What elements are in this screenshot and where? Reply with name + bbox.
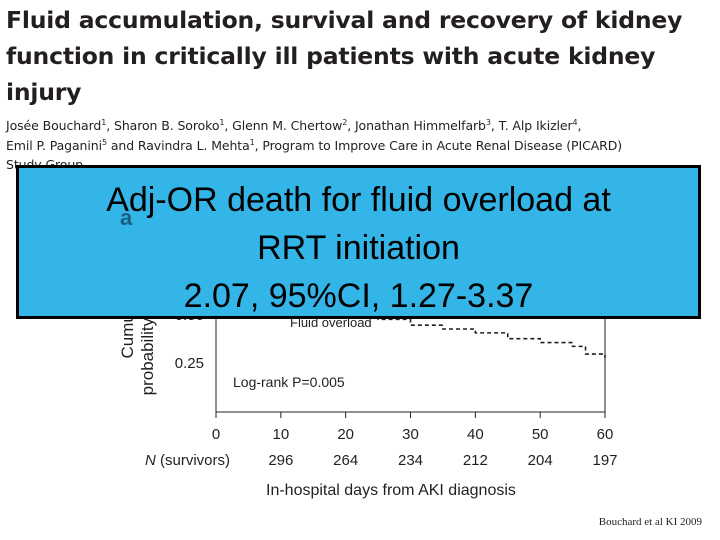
x-tick-label: 0 (211, 426, 221, 443)
callout-line-3: 2.07, 95%CI, 1.27-3.37 (183, 277, 534, 315)
citation: Bouchard et al KI 2009 (598, 516, 702, 528)
callout-line-1: Adj-OR death for fluid overload at (106, 181, 611, 219)
x-tick-label: 20 (337, 426, 354, 443)
y-tick-label: 0.25 (174, 354, 204, 372)
n-at-risk-value: 204 (527, 452, 553, 469)
log-rank-annotation: Log-rank P=0.005 (233, 374, 345, 390)
x-axis-label: In-hospital days from AKI diagnosis (266, 482, 516, 499)
panel-label: a (120, 205, 133, 230)
x-tick-label: 40 (466, 426, 484, 443)
n-at-risk-value: 197 (592, 452, 618, 469)
n-at-risk-value: 234 (397, 452, 424, 469)
x-tick-label: 10 (272, 426, 290, 443)
author-line-1: Josée Bouchard1, Sharon B. Soroko1, Glen… (6, 117, 582, 133)
n-at-risk-value: 296 (268, 452, 294, 469)
n-at-risk-label: N (survivors) (145, 452, 231, 469)
author-line-2: Emil P. Paganini5 and Ravindra L. Mehta1… (6, 137, 623, 153)
x-tick-label: 60 (596, 426, 614, 443)
finding-callout: Adj-OR death for fluid overload at RRT i… (16, 165, 701, 319)
paper-title: Fluid accumulation, survival and recover… (6, 6, 683, 106)
n-at-risk-value: 212 (462, 452, 488, 469)
x-tick-label: 30 (402, 426, 419, 443)
x-tick-label: 50 (531, 426, 549, 443)
n-at-risk-value: 264 (333, 452, 359, 469)
callout-line-2: RRT initiation (257, 229, 460, 267)
author-list: Josée Bouchard1, Sharon B. Soroko1, Glen… (6, 116, 718, 175)
